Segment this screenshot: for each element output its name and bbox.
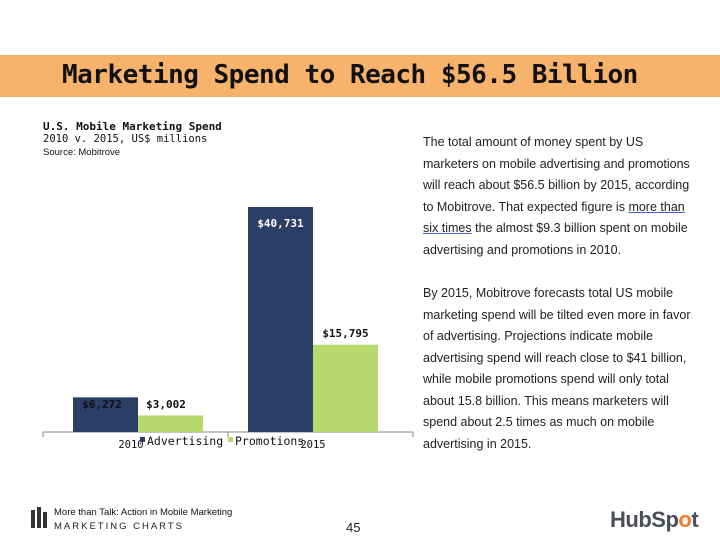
marketing-charts-logo-icon xyxy=(31,507,47,528)
page-title: Marketing Spend to Reach $56.5 Billion xyxy=(62,60,638,90)
chart-title: U.S. Mobile Marketing Spend xyxy=(43,120,222,133)
paragraph-forecast: By 2015, Mobitrove forecasts total US mo… xyxy=(423,286,691,451)
hubspot-logo-text-a: HubSp xyxy=(610,507,679,532)
bar-advertising-2010 xyxy=(73,397,138,432)
paragraph-intro-text-b: the almost $9.3 billion spent on mobile … xyxy=(423,221,688,257)
category-label-2015: 2015 xyxy=(300,439,325,451)
hubspot-logo-text-b: t xyxy=(691,507,699,532)
legend-swatch-promotions xyxy=(228,437,233,442)
bar-promotions-2010 xyxy=(138,415,203,432)
more-than-six-times-link[interactable]: more than six times xyxy=(423,199,685,236)
chart-source: Source: Mobitrove xyxy=(43,147,121,158)
paragraph-intro-text-a: The total amount of money spent by US ma… xyxy=(423,135,690,214)
data-label-promotions-2015: $15,795 xyxy=(322,327,368,340)
category-label-2010: 2010 xyxy=(118,439,143,451)
hubspot-logo: HubSpot xyxy=(610,507,699,533)
paragraph-intro: The total amount of money spent by US ma… xyxy=(423,132,693,261)
bar-advertising-2015 xyxy=(248,207,313,432)
data-label-advertising-2010: $6,272 xyxy=(82,398,122,411)
legend-label-promotions: Promotions xyxy=(235,434,304,448)
footer-brand: MARKETING CHARTS xyxy=(54,521,185,532)
footer-title: More than Talk: Action in Mobile Marketi… xyxy=(54,507,233,518)
legend-label-advertising: Advertising xyxy=(147,434,223,448)
data-label-promotions-2010: $3,002 xyxy=(146,398,186,411)
data-label-advertising-2015: $40,731 xyxy=(257,217,304,230)
title-bar xyxy=(0,55,720,97)
legend-swatch-advertising xyxy=(140,437,145,442)
page-number: 45 xyxy=(346,520,361,535)
chart-subtitle: 2010 v. 2015, US$ millions xyxy=(43,133,208,145)
hubspot-logo-sprocket-icon: o xyxy=(678,507,692,532)
bar-promotions-2015 xyxy=(313,344,378,432)
